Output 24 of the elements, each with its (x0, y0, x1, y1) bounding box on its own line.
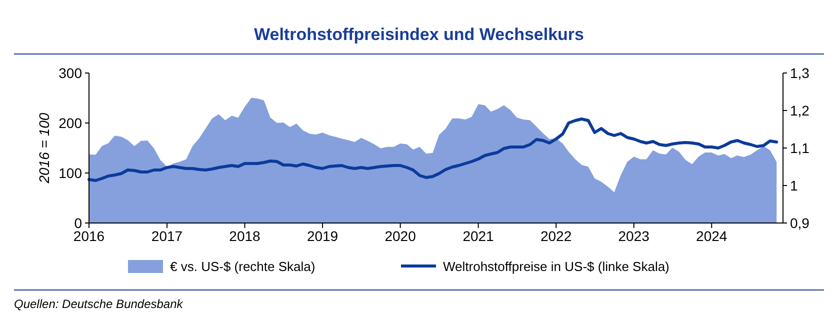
source-note: Quellen: Deutsche Bundesbank (14, 297, 184, 311)
x-tick-label: 2023 (618, 228, 650, 244)
x-tick-label: 2024 (696, 228, 728, 244)
x-tick-label: 2017 (151, 228, 183, 244)
y-axis-title: 2016 = 100 (36, 112, 52, 184)
legend-label: € vs. US-$ (rechte Skala) (170, 259, 316, 274)
y2-tick-label: 1,3 (790, 65, 810, 81)
y2-tick-label: 1 (790, 178, 798, 194)
x-tick-label: 2019 (306, 228, 338, 244)
y-tick-label: 200 (58, 115, 82, 131)
legend-label: Weltrohstoffpreise in US-$ (linke Skala) (443, 259, 670, 274)
x-tick-label: 2022 (540, 228, 572, 244)
y2-tick-label: 0,9 (790, 215, 810, 231)
y-tick-label: 0 (74, 215, 82, 231)
y2-tick-label: 1,1 (790, 140, 810, 156)
chart-title: Weltrohstoffpreisindex und Wechselkurs (254, 25, 584, 44)
x-tick-label: 2018 (229, 228, 261, 244)
y-tick-label: 300 (58, 65, 82, 81)
x-tick-label: 2021 (462, 228, 494, 244)
line-series (88, 118, 778, 182)
x-tick-label: 2016 (73, 228, 105, 244)
y-tick-label: 100 (58, 165, 82, 181)
x-tick-label: 2020 (384, 228, 416, 244)
y2-tick-label: 1,2 (790, 102, 810, 118)
